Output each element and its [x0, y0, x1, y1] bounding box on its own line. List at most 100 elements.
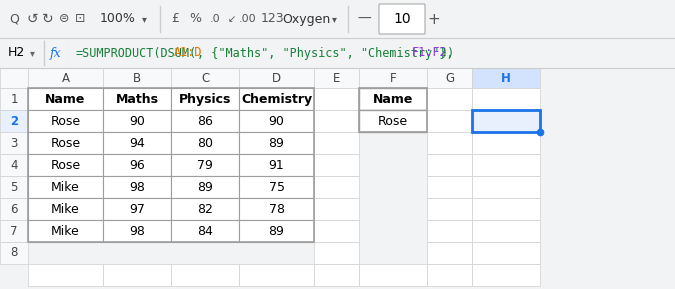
Bar	[427, 264, 472, 286]
Text: 5: 5	[10, 181, 18, 194]
Bar	[28, 264, 103, 286]
Bar	[427, 198, 472, 220]
Bar	[427, 132, 472, 154]
Text: 90: 90	[129, 114, 145, 127]
Bar	[103, 264, 171, 286]
Text: F: F	[389, 71, 396, 84]
Bar	[359, 68, 427, 88]
Text: Rose: Rose	[378, 114, 408, 127]
Bar	[314, 264, 359, 286]
Bar	[472, 132, 540, 154]
Text: ▾: ▾	[142, 14, 146, 24]
Bar	[427, 176, 472, 198]
Text: 795: 795	[511, 114, 535, 127]
Text: 98: 98	[129, 225, 145, 238]
Bar	[239, 68, 314, 88]
Text: 89: 89	[269, 225, 284, 238]
Bar	[28, 110, 103, 132]
Bar	[472, 88, 540, 110]
Bar	[314, 110, 359, 132]
FancyBboxPatch shape	[379, 4, 425, 34]
Bar	[171, 88, 239, 110]
Bar	[0, 154, 28, 176]
Text: A: A	[61, 71, 70, 84]
Bar	[0, 88, 28, 110]
Text: 89: 89	[197, 181, 213, 194]
Bar	[28, 68, 103, 88]
Bar	[472, 176, 540, 198]
Text: ↺: ↺	[26, 12, 38, 26]
Bar	[28, 88, 103, 110]
Text: £: £	[171, 12, 179, 25]
Text: 91: 91	[269, 158, 284, 171]
Bar	[314, 198, 359, 220]
Bar	[472, 220, 540, 242]
Text: Rose: Rose	[51, 158, 80, 171]
Text: Oxygen: Oxygen	[282, 12, 330, 25]
Bar	[171, 198, 239, 220]
Bar	[239, 110, 314, 132]
Text: , {"Maths", "Physics", "Chemistry"},: , {"Maths", "Physics", "Chemistry"},	[197, 47, 460, 60]
Text: A1:D: A1:D	[173, 47, 202, 60]
Text: )): ))	[440, 47, 455, 60]
Text: Mike: Mike	[51, 203, 80, 216]
Text: H2: H2	[8, 47, 25, 60]
Text: %: %	[189, 12, 201, 25]
Text: Rose: Rose	[51, 114, 80, 127]
Bar	[0, 220, 28, 242]
Bar	[0, 242, 28, 264]
Text: Physics: Physics	[179, 92, 231, 105]
Bar	[171, 110, 239, 132]
Text: 1: 1	[10, 92, 18, 105]
Text: B: B	[133, 71, 141, 84]
Text: 90: 90	[269, 114, 284, 127]
Bar	[427, 154, 472, 176]
Bar	[0, 176, 28, 198]
Text: 89: 89	[269, 136, 284, 149]
Text: 6: 6	[10, 203, 18, 216]
Bar	[103, 198, 171, 220]
Bar	[103, 176, 171, 198]
Bar	[171, 264, 239, 286]
Text: Name: Name	[373, 92, 413, 105]
Bar	[314, 242, 359, 264]
Text: .00: .00	[239, 14, 256, 24]
Bar	[314, 154, 359, 176]
Text: Maths: Maths	[115, 92, 159, 105]
Bar	[359, 88, 427, 110]
Bar	[28, 88, 314, 242]
Text: Mike: Mike	[51, 181, 80, 194]
Text: fx: fx	[50, 47, 61, 60]
Bar	[28, 198, 103, 220]
Bar	[314, 176, 359, 198]
Bar	[171, 154, 239, 176]
Text: G: G	[445, 71, 454, 84]
Text: 79: 79	[197, 158, 213, 171]
Bar	[472, 68, 540, 88]
Bar	[171, 220, 239, 242]
Bar	[427, 220, 472, 242]
Text: ⊡: ⊡	[75, 12, 85, 25]
Text: E: E	[333, 71, 340, 84]
Text: 98: 98	[129, 181, 145, 194]
Text: ↻: ↻	[42, 12, 54, 26]
Text: 82: 82	[197, 203, 213, 216]
Text: 8: 8	[10, 247, 18, 260]
Text: 3: 3	[10, 136, 18, 149]
Text: F1:F2: F1:F2	[411, 47, 447, 60]
Bar	[472, 110, 540, 132]
Bar	[103, 220, 171, 242]
Text: D: D	[272, 71, 281, 84]
Text: ↙: ↙	[228, 14, 236, 24]
Text: ⊜: ⊜	[59, 12, 70, 25]
Text: 100%: 100%	[100, 12, 136, 25]
Bar	[239, 198, 314, 220]
Bar	[239, 154, 314, 176]
Bar	[359, 110, 427, 132]
Bar	[239, 88, 314, 110]
Text: 84: 84	[197, 225, 213, 238]
Bar	[427, 68, 472, 88]
Text: 7: 7	[10, 225, 18, 238]
Text: 10: 10	[393, 12, 411, 26]
Bar	[171, 68, 239, 88]
